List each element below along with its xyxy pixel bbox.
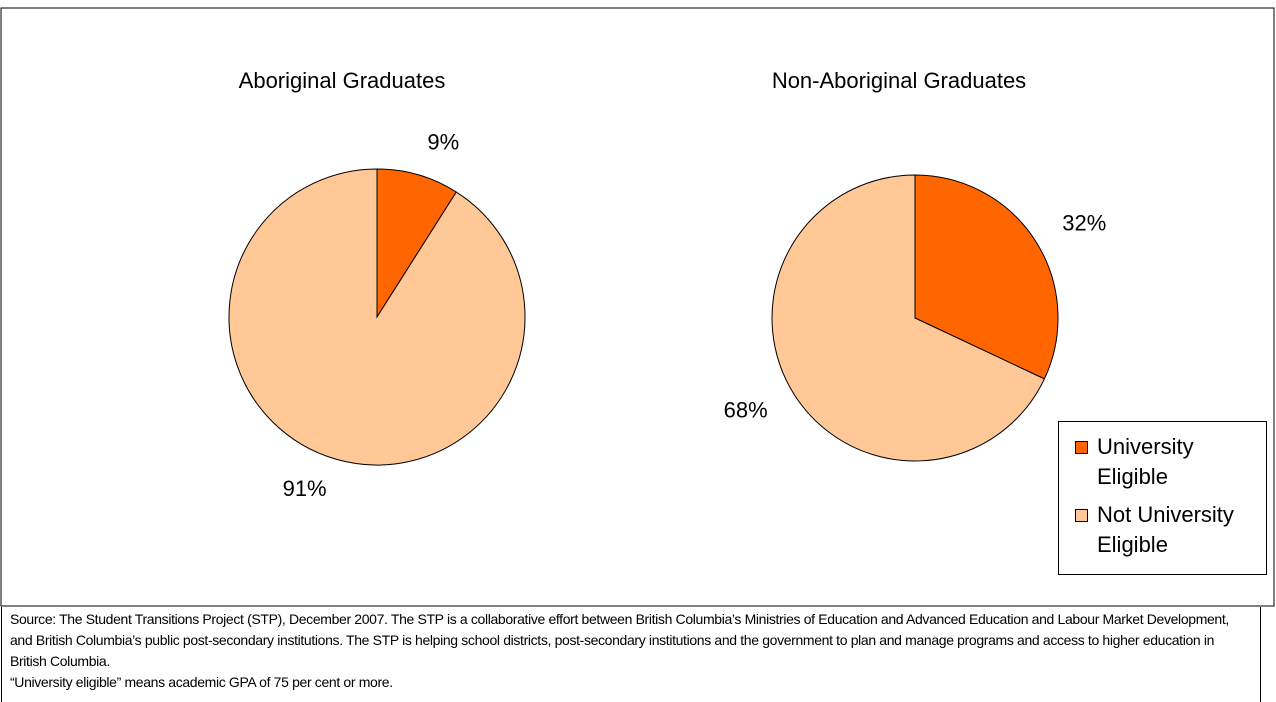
chart-title: Non-Aboriginal Graduates: [772, 68, 1026, 93]
legend-swatch: [1075, 441, 1088, 454]
source-note: Source: The Student Transitions Project …: [10, 611, 1229, 669]
data-label: 68%: [724, 397, 768, 422]
legend-swatch: [1075, 509, 1088, 522]
pie-slice: [771, 174, 1046, 462]
chart-title: Aboriginal Graduates: [239, 68, 446, 93]
definition-note: “University eligible” means academic GPA…: [10, 674, 393, 690]
notes: Source: The Student Transitions Project …: [1, 607, 1261, 702]
legend: University Eligible Not University Eligib…: [1058, 421, 1267, 575]
legend-item: Not University Eligible: [1075, 500, 1267, 560]
pie-slice: [228, 168, 526, 466]
legend-label: Not University Eligible: [1097, 502, 1234, 557]
data-label: 9%: [427, 129, 459, 154]
pie-slice: [914, 174, 1059, 380]
data-label: 32%: [1062, 210, 1106, 235]
data-label: 91%: [283, 476, 327, 501]
legend-item: University Eligible: [1075, 432, 1267, 492]
pie-slice: [376, 168, 457, 319]
legend-label: University Eligible: [1097, 434, 1194, 489]
